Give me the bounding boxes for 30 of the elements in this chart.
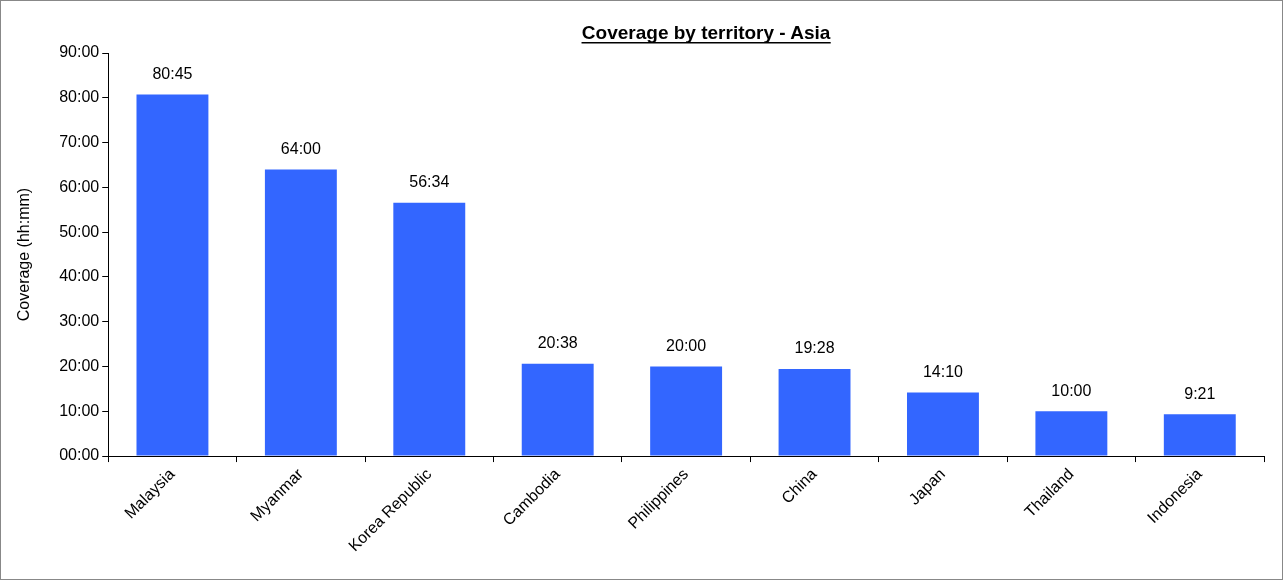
bar bbox=[521, 363, 594, 456]
data-label: 20:38 bbox=[537, 334, 578, 352]
data-label: 14:10 bbox=[922, 363, 964, 381]
bar bbox=[393, 202, 466, 456]
y-tick-label: 50:00 bbox=[59, 222, 100, 240]
y-axis-title: Coverage (hh:mm) bbox=[15, 187, 33, 322]
y-tick-label: 90:00 bbox=[59, 43, 100, 61]
bar bbox=[778, 368, 851, 456]
data-label: 9:21 bbox=[1184, 384, 1216, 402]
chart-title: Coverage by territory - Asia bbox=[581, 22, 831, 43]
data-label: 19:28 bbox=[794, 339, 835, 357]
y-tick-label: 20:00 bbox=[59, 356, 100, 374]
data-label: 80:45 bbox=[152, 64, 193, 82]
data-label: 20:00 bbox=[666, 336, 707, 354]
y-tick-label: 80:00 bbox=[59, 88, 100, 106]
data-label: 56:34 bbox=[409, 173, 450, 191]
data-label: 64:00 bbox=[280, 139, 321, 157]
bar bbox=[136, 94, 209, 456]
bar bbox=[264, 169, 337, 456]
y-tick-label: 10:00 bbox=[59, 401, 100, 419]
data-label: 10:00 bbox=[1051, 381, 1092, 399]
bar bbox=[650, 366, 723, 456]
y-tick-label: 40:00 bbox=[59, 267, 100, 285]
y-tick-label: 60:00 bbox=[59, 177, 100, 195]
bar bbox=[907, 392, 979, 456]
y-tick-label: 00:00 bbox=[59, 446, 100, 464]
y-tick-label: 30:00 bbox=[59, 312, 100, 330]
bar bbox=[1163, 414, 1236, 456]
y-tick-label: 70:00 bbox=[59, 132, 100, 150]
bar bbox=[1035, 411, 1108, 456]
